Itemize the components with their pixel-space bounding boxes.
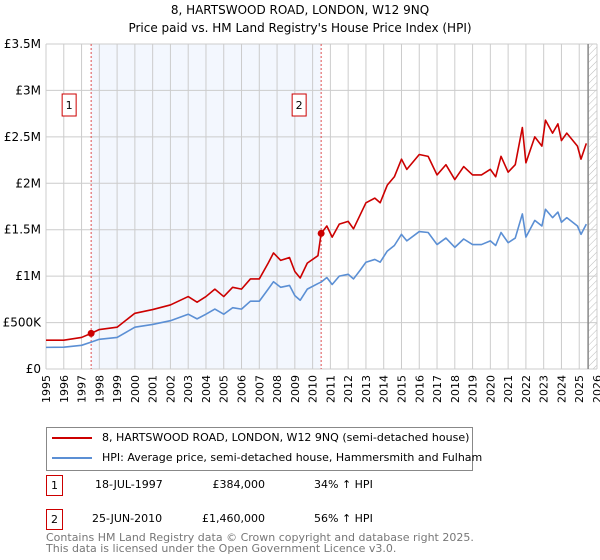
- x-tick-label: 1999: [111, 375, 124, 403]
- x-tick-label: 2009: [289, 375, 302, 403]
- legend: 8, HARTSWOOD ROAD, LONDON, W12 9NQ (semi…: [46, 427, 482, 471]
- x-tick-label: 2021: [502, 375, 515, 403]
- sale-point: [317, 229, 325, 237]
- y-tick-label: £0: [26, 362, 41, 376]
- footer-copyright: Contains HM Land Registry data © Crown c…: [46, 531, 474, 544]
- x-tick-label: 2018: [449, 375, 462, 403]
- sale-date: 18-JUL-1997: [95, 478, 163, 491]
- y-tick-label: £500K: [3, 316, 43, 330]
- x-tick-label: 2003: [182, 375, 195, 403]
- x-tick-label: 1997: [76, 375, 89, 403]
- sale-marker-badge: 2: [46, 509, 63, 530]
- x-tick-label: 2016: [413, 375, 426, 403]
- x-tick-label: 2012: [342, 375, 355, 403]
- price-chart: 1995 1996 1997 1998 1999 2000 2001 2002 2003 2004…: [3, 37, 600, 403]
- x-tick-label: 2019: [467, 375, 480, 403]
- sale-price: £1,460,000: [202, 512, 265, 525]
- sale-point: [87, 329, 95, 337]
- x-tick-label: 2002: [164, 375, 177, 403]
- sale-marker-badge: 1: [46, 475, 63, 496]
- x-tick-label: 1995: [40, 375, 53, 403]
- x-tick-label: 2010: [307, 375, 320, 403]
- sale-hpi-diff: 56% ↑ HPI: [314, 512, 373, 525]
- sale-label: 2: [296, 99, 303, 112]
- x-tick-label: 2006: [236, 375, 249, 403]
- forecast-hatched-region: [588, 44, 597, 369]
- sale-price: £384,000: [212, 478, 266, 491]
- sale-label: 1: [66, 99, 73, 112]
- x-tick-label: 2024: [555, 375, 568, 403]
- x-tick-label: 2000: [129, 375, 142, 403]
- x-tick-label: 1996: [58, 375, 71, 403]
- sale-hpi-diff: 34% ↑ HPI: [314, 478, 373, 491]
- hpi-line: [45, 208, 588, 349]
- x-tick-label: 2023: [538, 375, 551, 403]
- x-tick-label: 2017: [431, 375, 444, 403]
- x-tick-label: 1998: [93, 375, 106, 403]
- x-tick-label: 2005: [218, 375, 231, 403]
- chart-subtitle: Price paid vs. HM Land Registry's House …: [128, 21, 472, 35]
- x-tick-label: 2008: [271, 375, 284, 403]
- property-price-line: [46, 119, 588, 342]
- y-tick-label: £3.5M: [4, 37, 41, 51]
- y-tick-label: £2M: [15, 176, 41, 190]
- x-tick-label: 2025: [573, 375, 586, 403]
- chart-title: 8, HARTSWOOD ROAD, LONDON, W12 9NQ: [170, 3, 430, 17]
- y-tick-label: £1.5M: [4, 223, 41, 237]
- sale-label-box: [61, 93, 77, 117]
- x-tick-label: 2020: [484, 375, 497, 403]
- y-tick-label: £3M: [15, 83, 41, 97]
- x-tick-label: 2004: [200, 375, 213, 403]
- x-tick-label: 2015: [395, 375, 408, 403]
- y-tick-label: £2.5M: [4, 130, 41, 144]
- legend-swatch-hpi: [52, 457, 92, 459]
- x-tick-label: 2007: [253, 375, 266, 403]
- sale-label-box: [291, 93, 307, 117]
- x-tick-label: 2013: [360, 375, 373, 403]
- y-tick-label: £1M: [15, 269, 41, 283]
- x-tick-label: 2001: [147, 375, 160, 403]
- x-tick-label: 2011: [324, 375, 337, 403]
- sale-date: 25-JUN-2010: [92, 512, 163, 525]
- x-tick-label: 2026: [591, 375, 600, 403]
- legend-swatch-property: [52, 437, 92, 439]
- x-tick-label: 2022: [520, 375, 533, 403]
- x-tick-label: 2014: [378, 375, 391, 403]
- legend-label-hpi: HPI: Average price, semi-detached house,…: [102, 451, 483, 464]
- legend-label-property: 8, HARTSWOOD ROAD, LONDON, W12 9NQ (semi…: [102, 431, 470, 444]
- footer-licence: This data is licensed under the Open Gov…: [46, 542, 397, 555]
